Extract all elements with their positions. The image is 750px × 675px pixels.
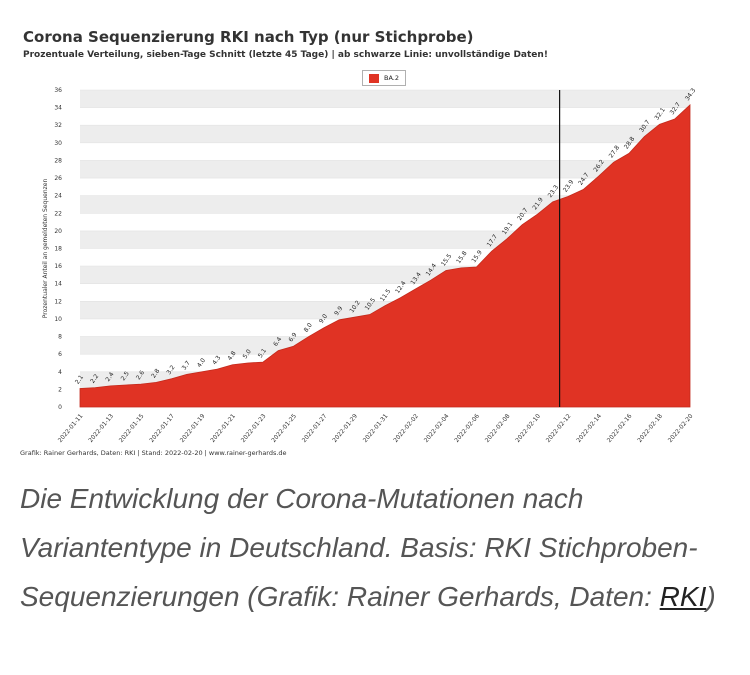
y-tick-label: 20	[54, 228, 62, 235]
data-label: 5.0	[242, 348, 253, 360]
data-label: 2.8	[150, 368, 161, 380]
x-tick-label: 2022-02-08	[484, 413, 512, 444]
data-label: 4.0	[196, 357, 207, 369]
chart-subtitle: Prozentuale Verteilung, sieben-Tage Schn…	[23, 50, 548, 60]
y-tick-label: 10	[54, 316, 62, 323]
x-tick-label: 2022-02-10	[514, 413, 542, 444]
x-tick-label: 2022-01-21	[209, 413, 237, 444]
y-tick-label: 14	[54, 281, 62, 288]
y-tick-label: 34	[54, 105, 62, 112]
y-tick-label: 26	[54, 175, 62, 182]
data-label: 3.7	[181, 360, 192, 372]
x-tick-label: 2022-02-14	[575, 413, 603, 444]
data-label: 11.5	[379, 288, 393, 303]
x-tick-label: 2022-02-04	[423, 413, 451, 444]
x-tick-label: 2022-02-20	[667, 413, 695, 444]
data-label: 3.2	[165, 364, 176, 376]
image-caption: Die Entwicklung der Corona-Mutationen na…	[20, 474, 730, 621]
caption-text: Die Entwicklung der Corona-Mutationen na…	[20, 483, 698, 612]
data-label: 2.5	[120, 370, 131, 382]
x-tick-label: 2022-01-27	[301, 413, 329, 444]
caption-rki-link[interactable]: RKI	[659, 581, 707, 612]
x-tick-label: 2022-01-11	[57, 413, 85, 444]
data-label: 2.6	[135, 369, 146, 381]
legend-label-ba2: BA.2	[384, 74, 399, 82]
y-tick-label: 28	[54, 157, 62, 164]
y-tick-label: 8	[58, 334, 62, 341]
y-tick-label: 24	[54, 193, 62, 200]
data-label: 4.8	[226, 350, 237, 362]
x-tick-label: 2022-01-15	[118, 413, 146, 444]
caption-suffix: )	[706, 581, 716, 612]
data-label: 9.0	[318, 313, 329, 325]
chart-legend: BA.2	[362, 70, 406, 86]
series-area-ba2	[79, 104, 691, 408]
x-tick-label: 2022-01-17	[148, 413, 176, 444]
x-tick-label: 2022-01-19	[179, 413, 207, 444]
data-label: 4.3	[211, 354, 222, 366]
legend-swatch-ba2	[369, 73, 379, 83]
y-tick-label: 30	[54, 140, 62, 147]
x-tick-label: 2022-01-23	[240, 413, 268, 444]
y-tick-label: 32	[54, 122, 62, 129]
x-tick-label: 2022-01-25	[270, 413, 298, 444]
y-tick-label: 12	[54, 298, 62, 305]
data-label: 15.8	[455, 250, 469, 265]
y-tick-label: 18	[54, 246, 62, 253]
chart-figure: Corona Sequenzierung RKI nach Typ (nur S…	[20, 28, 698, 457]
y-tick-label: 0	[58, 404, 62, 411]
data-label: 5.1	[257, 347, 268, 359]
y-axis-title: Prozentualer Anteil an gemeldeten Sequen…	[42, 179, 49, 319]
data-label: 6.4	[272, 336, 283, 348]
data-label: 6.9	[287, 331, 298, 343]
y-tick-label: 2	[58, 386, 62, 393]
x-tick-label: 2022-02-12	[545, 413, 573, 444]
x-tick-label: 2022-02-18	[636, 413, 664, 444]
data-label: 34.3	[684, 87, 698, 102]
data-label: 15.5	[440, 253, 454, 268]
data-label: 2.1	[74, 374, 85, 386]
y-tick-label: 22	[54, 210, 62, 217]
data-label: 2.4	[104, 371, 115, 383]
data-label: 9.9	[333, 305, 344, 317]
y-tick-label: 16	[54, 263, 62, 270]
x-tick-label: 2022-01-31	[362, 413, 390, 444]
x-tick-label: 2022-02-06	[453, 413, 481, 444]
data-label: 32.1	[653, 106, 667, 121]
x-tick-label: 2022-02-16	[606, 413, 634, 444]
chart-credit: Grafik: Rainer Gerhards, Daten: RKI | St…	[20, 449, 287, 457]
x-tick-label: 2022-01-13	[87, 413, 115, 444]
chart-plot: 024681012141618202224262830323436Prozent…	[42, 87, 698, 444]
y-tick-label: 6	[58, 351, 62, 358]
y-tick-label: 36	[54, 87, 62, 94]
grid-band	[80, 125, 690, 143]
data-label: 8.0	[303, 322, 314, 334]
data-label: 27.8	[608, 144, 622, 159]
data-label: 23.9	[562, 179, 576, 194]
chart-title: Corona Sequenzierung RKI nach Typ (nur S…	[23, 28, 474, 46]
grid-band	[80, 160, 690, 179]
data-label: 2.2	[89, 373, 100, 385]
grid-band	[80, 195, 690, 214]
x-tick-label: 2022-01-29	[331, 413, 359, 444]
y-tick-label: 4	[58, 369, 62, 376]
x-tick-label: 2022-02-02	[392, 413, 420, 444]
grid-band	[80, 90, 690, 108]
